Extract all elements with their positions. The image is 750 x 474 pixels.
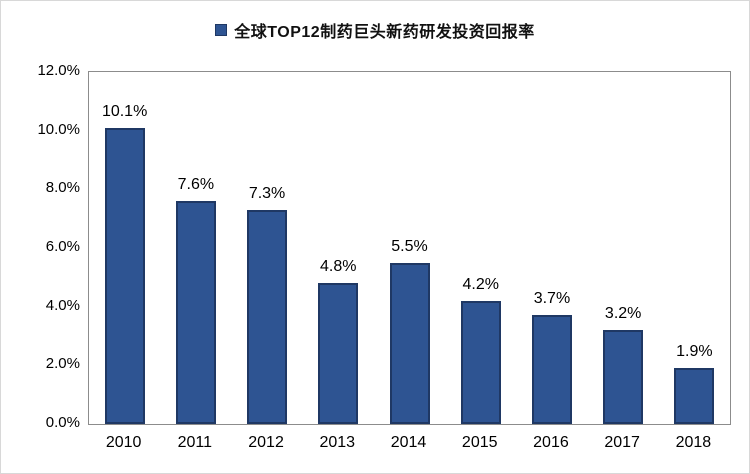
y-tick-label: 8.0% xyxy=(45,179,80,197)
bar-2010[interactable] xyxy=(104,127,145,424)
bar-2014[interactable] xyxy=(389,262,430,424)
y-tick-label: 0.0% xyxy=(45,414,80,431)
bar-2016[interactable] xyxy=(531,315,572,424)
data-label-2016: 3.7% xyxy=(533,290,571,308)
x-tick-label-2013: 2013 xyxy=(319,434,356,451)
legend-series-marker-icon xyxy=(215,24,228,36)
data-label-2012: 7.3% xyxy=(248,184,286,202)
y-tick-label: 12.0% xyxy=(37,62,80,79)
y-tick-label: 6.0% xyxy=(45,238,80,255)
y-tick-label: 10.0% xyxy=(37,120,80,138)
legend-series-label: 全球TOP12制药巨头新药研发投资回报率 xyxy=(234,24,535,41)
x-tick-label-2011: 2011 xyxy=(177,434,213,451)
x-tick-label-2016: 2016 xyxy=(533,434,569,451)
x-tick-label-2014: 2014 xyxy=(390,434,427,451)
x-tick-label-2017: 2017 xyxy=(604,434,640,451)
bar-2013[interactable] xyxy=(318,283,359,424)
bar-2017[interactable] xyxy=(603,330,644,424)
data-label-2010: 10.1% xyxy=(101,102,148,120)
data-label-2017: 3.2% xyxy=(604,305,642,323)
x-tick-label-2010: 2010 xyxy=(105,434,142,451)
bar-2011[interactable] xyxy=(175,201,216,424)
plot-area: 10.1% 7.6% 7.3% 4.8% 5.5% 4.2% 3.7% 3.2% 1.9% xyxy=(88,71,731,425)
data-label-2011: 7.6% xyxy=(177,176,215,194)
data-label-2015: 4.2% xyxy=(462,275,499,293)
bar-2012[interactable] xyxy=(247,209,288,424)
x-axis: 2010 2011 2012 2013 2014 2015 2016 2017 2018 xyxy=(88,433,729,457)
y-axis: 0.0% 2.0% 4.0% 6.0% 8.0% 10.0% 12.0% xyxy=(1,62,80,431)
data-label-2014: 5.5% xyxy=(391,237,428,255)
bar-2015[interactable] xyxy=(460,300,501,424)
x-tick-label-2018: 2018 xyxy=(675,434,712,451)
x-tick-label-2012: 2012 xyxy=(248,434,284,451)
y-tick-label: 4.0% xyxy=(45,296,80,314)
data-label-2013: 4.8% xyxy=(320,258,357,276)
data-label-2018: 1.9% xyxy=(676,343,713,361)
chart-legend: 全球TOP12制药巨头新药研发投资回报率 xyxy=(1,18,749,42)
x-tick-label-2015: 2015 xyxy=(461,434,498,451)
bar-2018[interactable] xyxy=(674,368,715,424)
y-tick-label: 2.0% xyxy=(45,355,80,373)
